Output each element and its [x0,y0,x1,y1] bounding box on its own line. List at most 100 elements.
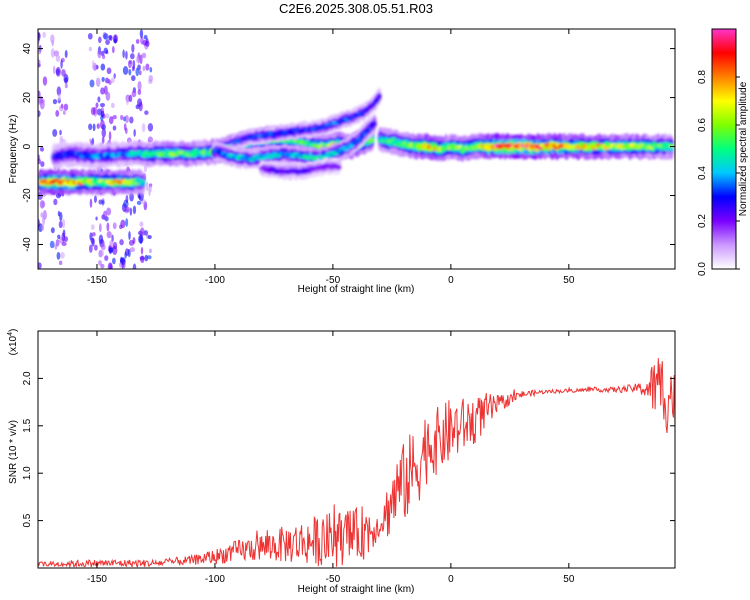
snr-y-ticks: 0.5 1.0 1.5 2.0 [22,371,675,528]
spectrogram-speckle [122,49,125,59]
spectrogram-speckle [98,260,102,266]
spectrogram-speckle [42,31,47,38]
spectrogram-speckle [38,31,41,41]
spectrogram-speckle [52,65,56,75]
spectrogram-speckle [149,248,152,254]
spectrogram-speckle [112,222,117,230]
spectrogram-speckle [147,235,152,240]
spectrogram-speckle [40,224,45,231]
spectrogram-speckle [99,102,106,108]
spectrogram-speckle [131,43,135,53]
snr-x-tick-label: 0 [448,574,454,585]
spectrogram-speckle [30,125,35,132]
spectrogram-speckle [95,216,98,221]
spectrogram-speckle [100,263,105,269]
spectrogram-speckle [98,234,104,245]
colorbar: 0.0 0.2 0.4 0.6 0.8 Normalized spectral ampl… [697,28,749,276]
spectrogram-speckle [122,66,129,75]
spectrogram-speckle [61,69,66,77]
spectrogram-speckle [92,123,96,132]
spectrogram-speckle [38,262,42,269]
spectrogram-speckle [125,218,129,227]
figure-title: C2E6.2025.308.05.51.R03 [279,1,433,16]
spectrogram-speckle [101,76,105,83]
spectrogram-speckle [139,29,144,39]
spectrogram-speckle [62,218,66,229]
spectrogram-speckle [148,75,154,82]
spectrogram-speckle [32,165,37,172]
colorbar-tick-label: 0.6 [697,118,708,132]
spectrogram-speckle [97,96,101,103]
spectrogram-speckle [34,234,36,239]
spectrogram-speckle [129,207,133,216]
spectrogram-speckle [132,263,137,269]
spectrogram-speckle [33,94,38,104]
spectrogram-plot-area [30,29,674,269]
spectrogram-speckle [102,54,106,60]
snr-x-tick-label: -50 [326,574,341,585]
spectrogram-speckle [55,66,61,77]
spectrogram-x-tick-label: 50 [563,275,575,286]
spectrogram-speckle [101,127,107,138]
spectrogram-speckle [95,102,99,108]
colorbar-tick-label: 0.2 [697,214,708,228]
spectrogram-speckle [89,198,93,208]
spectrogram-speckle [101,249,104,257]
spectrogram-frame [37,28,676,270]
spectrogram-speckle [64,50,68,59]
spectrogram-x-tick-label: 0 [448,275,454,286]
spectrogram-y-tick-label: -40 [22,237,33,252]
spectrogram-speckle [139,221,144,227]
snr-y-tick-label: 1.0 [22,466,33,480]
spectrogram-x-tick-label: -50 [326,275,341,286]
spectrogram-trace-cell [355,140,360,144]
spectrogram-speckle [98,223,102,233]
spectrogram-speckle [32,105,36,112]
spectrogram-speckle [125,195,129,204]
spectrogram-speckle [33,234,35,240]
spectrogram-speckle [41,215,46,226]
spectrogram-speckle [103,47,108,54]
spectrogram-speckle [38,95,44,105]
spectrogram-speckle [124,206,130,213]
spectrogram-speckle [146,255,152,260]
spectrogram-speckle [135,39,140,44]
spectrogram-speckle [93,195,97,203]
snr-frame [37,330,676,569]
spectrogram-speckle [109,263,113,269]
spectrogram-speckle [104,113,110,119]
spectrogram-speckle [91,232,96,237]
spectrogram-speckle [90,107,96,116]
spectrogram-x-tick-label: -100 [205,275,225,286]
snr-multiplier-text: (x104) [7,329,19,356]
spectrogram-speckle [39,146,45,152]
spectrogram-trace-cell [372,121,377,126]
spectrogram-speckle [141,52,147,59]
spectrogram-speckle [105,39,110,45]
spectrogram-speckle [59,129,62,136]
spectrogram-trace-cell [377,93,382,97]
spectrogram-trace-cell [371,103,376,107]
spectrogram-speckle [149,184,152,193]
spectrogram-speckle [50,48,55,58]
spectrogram-speckle [125,50,128,60]
spectrogram-trace [258,156,342,181]
spectrogram-speckle [94,244,98,251]
spectrogram-speckle [38,153,41,162]
spectrogram-speckle [101,200,105,205]
spectrogram-speckle [60,59,63,69]
spectrogram-speckle [38,48,42,55]
spectrogram-speckle [139,54,143,65]
spectrogram-speckle [133,128,136,137]
spectrogram-xlabel: Height of straight line (km) [298,284,415,295]
spectrogram-speckle [129,116,134,124]
spectrogram-speckle [40,212,44,218]
spectrogram-speckle [137,89,142,96]
spectrogram-speckle [38,110,41,118]
spectrogram-speckle [33,156,36,165]
spectrogram-speckle [90,237,95,245]
snr-multiplier-exp: 4 [7,332,14,336]
spectrogram-trace-cell [232,141,239,144]
spectrogram-trace-cell [326,124,332,128]
